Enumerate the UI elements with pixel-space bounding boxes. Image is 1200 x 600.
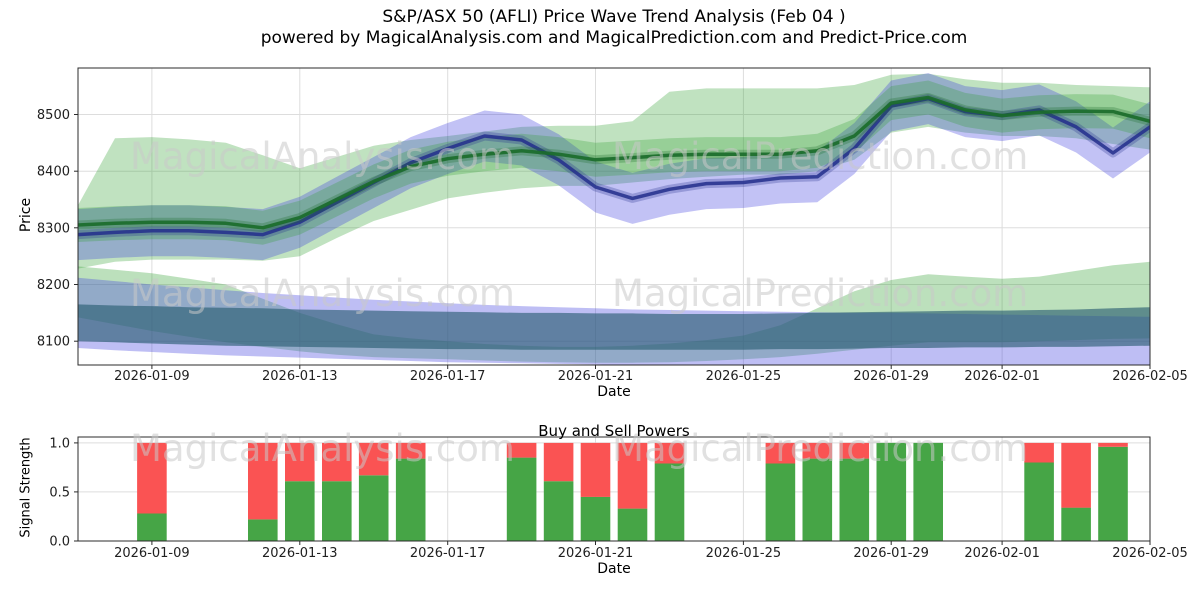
sell-bar [322, 442, 352, 482]
buy-bar [248, 519, 278, 541]
buy-sell-powers-title: Buy and Sell Powers [538, 422, 690, 440]
tick-labels: 2026-01-09 2026-01-13 2026-01-17 2026-01-21… [37, 108, 1188, 561]
price-chart-area [78, 73, 1150, 365]
x-tick-label: 2026-01-13 [262, 369, 338, 384]
buy-bar [285, 481, 315, 541]
watermark-text: MagicalPrediction.com [612, 427, 1028, 470]
tick-marks [74, 114, 1151, 545]
y-tick-label: 1.0 [49, 436, 70, 451]
green-envelope-outer [78, 73, 1150, 269]
lower-slate-band [78, 304, 1150, 350]
sell-bar [543, 442, 574, 482]
watermark-text: MagicalAnalysis.com [130, 427, 515, 470]
watermark-text: MagicalAnalysis.com [130, 272, 515, 315]
buy-bar [876, 442, 907, 541]
y-tick-label: 8400 [37, 165, 70, 180]
sell-bar [285, 442, 315, 482]
y-tick-label: 8200 [37, 278, 70, 293]
sell-bar [395, 442, 426, 459]
buy-bar [137, 513, 167, 541]
x-tick-label: 2026-01-25 [706, 369, 782, 384]
x-tick-label: 2026-01-21 [558, 369, 634, 384]
x-tick-label: 2026-01-25 [706, 546, 782, 561]
buy-bar [654, 463, 685, 541]
buy-bar [543, 481, 574, 541]
x-tick-label: 2026-01-29 [853, 369, 929, 384]
x-tick-label: 2026-01-17 [410, 546, 486, 561]
buy-bar [1098, 446, 1128, 541]
green-trend-line [78, 95, 1150, 230]
buy-bar [322, 481, 352, 541]
buy-bar [395, 458, 426, 541]
sell-bar [358, 442, 389, 476]
watermark-text: MagicalPrediction.com [612, 135, 1028, 178]
sell-bar [1098, 442, 1128, 447]
blue-envelope [78, 73, 1150, 261]
sell-bar [506, 442, 537, 458]
x-tick-label: 2026-02-01 [964, 546, 1040, 561]
sell-bar [617, 442, 648, 509]
x-tick-label: 2026-01-09 [114, 546, 190, 561]
sell-bar [1024, 442, 1054, 463]
x-tick-label: 2026-02-05 [1112, 369, 1188, 384]
buy-bar [617, 508, 648, 541]
top-axes-frame [77, 67, 1151, 366]
date-axis-label-bottom: Date [597, 561, 631, 577]
signal-strength-axis-label: Signal Strength [18, 437, 34, 538]
x-tick-label: 2026-01-21 [558, 546, 634, 561]
y-tick-label: 0.5 [49, 485, 70, 500]
y-tick-label: 8300 [37, 221, 70, 236]
sell-bar [654, 442, 685, 464]
buy-bar [802, 458, 833, 541]
chart-title: S&P/ASX 50 (AFLI) Price Wave Trend Analy… [382, 7, 846, 27]
sell-bar [137, 442, 167, 514]
buy-bar [913, 442, 943, 541]
price-axis-label: Price [18, 197, 34, 233]
buy-bar [765, 463, 796, 541]
x-tick-label: 2026-01-09 [114, 369, 190, 384]
sell-bar [802, 442, 833, 459]
buy-bar [839, 458, 870, 541]
watermark-text: MagicalAnalysis.com [130, 135, 515, 178]
sell-bar [580, 442, 611, 497]
y-tick-label: 8100 [37, 335, 70, 350]
x-tick-label: 2026-01-17 [410, 369, 486, 384]
buy-bar [506, 457, 537, 541]
watermark-text: MagicalPrediction.com [612, 272, 1028, 315]
y-tick-label: 8500 [37, 108, 70, 123]
date-axis-label-top: Date [597, 384, 631, 400]
watermarks: MagicalAnalysis.com MagicalPrediction.com… [130, 135, 1028, 470]
x-tick-label: 2026-02-05 [1112, 546, 1188, 561]
signal-chart-area [137, 442, 1128, 541]
buy-bar [1061, 507, 1091, 541]
y-tick-label: 0.0 [49, 535, 70, 550]
buy-bar [358, 475, 389, 541]
bottom-axes-frame [77, 436, 1151, 542]
x-tick-label: 2026-01-13 [262, 546, 338, 561]
x-tick-label: 2026-02-01 [964, 369, 1040, 384]
sell-bar [1061, 442, 1091, 508]
sell-bar [839, 442, 870, 459]
x-tick-label: 2026-01-29 [853, 546, 929, 561]
buy-bar [1024, 462, 1054, 541]
buy-bar [580, 496, 611, 541]
sell-bar [765, 442, 796, 464]
green-envelope-inner [78, 80, 1150, 245]
sell-bar [248, 442, 278, 520]
chart-subtitle: powered by MagicalAnalysis.com and Magic… [260, 28, 968, 48]
